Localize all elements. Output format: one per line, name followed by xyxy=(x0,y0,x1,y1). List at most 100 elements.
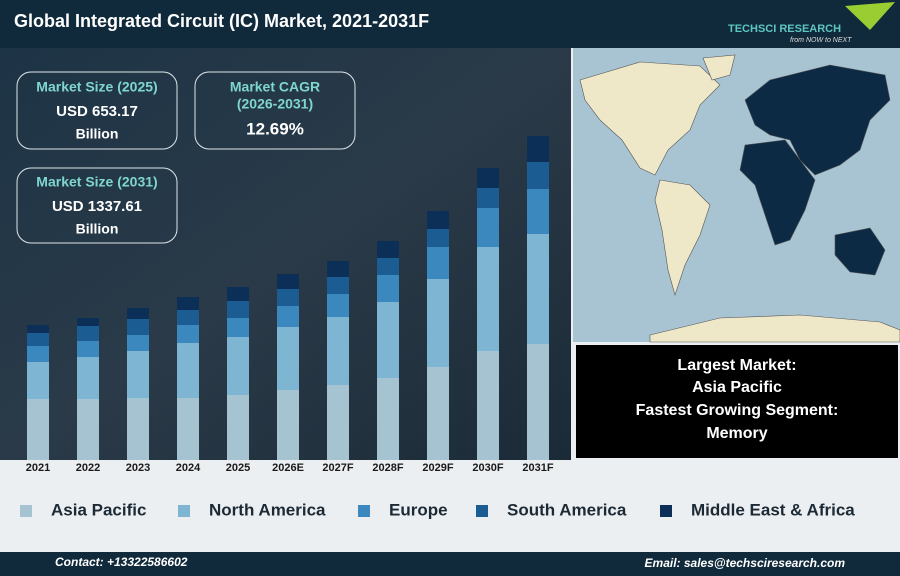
bar-segment xyxy=(177,343,199,398)
stat-box: Market Size (2025) USD 653.17 Billion xyxy=(16,71,178,150)
bar-segment xyxy=(477,247,499,351)
bar-segment xyxy=(427,229,449,247)
bar-segment xyxy=(77,326,99,341)
bar-segment xyxy=(77,399,99,460)
eurasia xyxy=(744,64,891,176)
info-line: Fastest Growing Segment: xyxy=(636,402,839,419)
info-line: Largest Market: xyxy=(677,357,796,374)
x-tick-label: 2025 xyxy=(226,462,250,474)
antarctica xyxy=(649,314,900,343)
stat-frame xyxy=(16,71,178,150)
chart: 2021 2022 2023 2024 2025 2026E 2027F 2028F 2029F… xyxy=(20,136,855,519)
footer-contact: Contact: +13322586602 xyxy=(55,555,188,569)
north-america xyxy=(579,61,721,176)
logo-mark xyxy=(845,2,895,30)
bar-segment xyxy=(177,297,199,310)
stat-label: Market Size (2025) xyxy=(36,79,157,95)
legend-label: Europe xyxy=(389,500,448,519)
stat-value: 12.69% xyxy=(246,119,304,138)
bar-segment xyxy=(127,308,149,319)
stat-box: Market Size (2031) USD 1337.61 Billion xyxy=(16,167,178,244)
legend-label: South America xyxy=(507,500,627,519)
bar-segment xyxy=(377,258,399,275)
bar-segment xyxy=(77,357,99,399)
x-tick-label: 2021 xyxy=(26,462,50,474)
bar-segment xyxy=(27,346,49,362)
bar-segment xyxy=(277,327,299,390)
bar-segment xyxy=(327,317,349,385)
bar-segment xyxy=(227,287,249,301)
stat-value: USD 1337.61 xyxy=(52,198,142,215)
bar-segment xyxy=(327,385,349,460)
legend-label: North America xyxy=(209,500,326,519)
bar-segment xyxy=(477,351,499,460)
bar-segment xyxy=(27,399,49,460)
stat-frame xyxy=(194,71,356,150)
bar-segment xyxy=(477,208,499,247)
world-map xyxy=(573,48,900,343)
bar-segment xyxy=(27,325,49,333)
footer-bar xyxy=(0,552,900,576)
x-tick-label: 2024 xyxy=(176,462,201,474)
info-box xyxy=(576,345,898,458)
x-tick-label: 2027F xyxy=(322,462,353,474)
bar-segment xyxy=(527,344,549,460)
bar-segment xyxy=(127,351,149,398)
bar-segment xyxy=(27,333,49,346)
logo-text: TECHSCI RESEARCH xyxy=(728,23,841,35)
x-tick-label: 2030F xyxy=(472,462,503,474)
stat-period: (2026-2031) xyxy=(237,96,313,112)
bar-segment xyxy=(477,168,499,188)
logo: TECHSCI RESEARCH from NOW to NEXT xyxy=(728,2,895,44)
bar-segment xyxy=(327,277,349,294)
stat-label: Market Size (2031) xyxy=(36,174,157,190)
bar-segment xyxy=(527,136,549,162)
bar-segment xyxy=(477,188,499,208)
logo-tagline: from NOW to NEXT xyxy=(790,37,852,44)
bar-segment xyxy=(377,275,399,302)
bar-segment xyxy=(277,390,299,460)
bar-segment xyxy=(227,318,249,337)
stat-label: Market CAGR xyxy=(230,79,320,95)
x-tick-label: 2026E xyxy=(272,462,304,474)
legend-label: Asia Pacific xyxy=(51,500,146,519)
stat-frame xyxy=(16,167,178,244)
bar-segment xyxy=(427,367,449,460)
legend-swatch xyxy=(178,505,190,517)
bar-segment xyxy=(127,335,149,351)
bar-segment xyxy=(327,261,349,277)
stat-box: Market CAGR (2026-2031) 12.69% xyxy=(194,71,356,150)
bar-segment xyxy=(527,162,549,189)
greenland xyxy=(702,54,736,81)
x-tick-label: 2029F xyxy=(422,462,453,474)
stat-unit: Billion xyxy=(76,221,119,237)
bar-segment xyxy=(227,337,249,395)
legend-swatch xyxy=(660,505,672,517)
legend-label: Middle East & Africa xyxy=(691,500,855,519)
info-line: Asia Pacific xyxy=(692,379,782,396)
bar-segment xyxy=(177,325,199,343)
header-bar xyxy=(0,0,900,48)
x-tick-label: 2031F xyxy=(522,462,553,474)
bar-segment xyxy=(527,189,549,234)
bar-segment xyxy=(227,301,249,318)
stat-unit: Billion xyxy=(76,126,119,142)
bar-segment xyxy=(227,395,249,460)
bar-segment xyxy=(277,306,299,327)
bar-segment xyxy=(427,279,449,367)
page-title: Global Integrated Circuit (IC) Market, 2… xyxy=(14,11,429,31)
bar-segment xyxy=(377,241,399,258)
bar-segment xyxy=(277,289,299,306)
bar-segment xyxy=(327,294,349,317)
x-tick-label: 2023 xyxy=(126,462,150,474)
africa xyxy=(739,139,816,246)
bar-segment xyxy=(127,398,149,460)
bar-segment xyxy=(277,274,299,289)
bar-segment xyxy=(377,378,399,460)
bar-segment xyxy=(427,247,449,279)
stat-value: USD 653.17 xyxy=(56,103,138,120)
legend-swatch xyxy=(20,505,32,517)
legend-swatch xyxy=(358,505,370,517)
legend-swatch xyxy=(476,505,488,517)
